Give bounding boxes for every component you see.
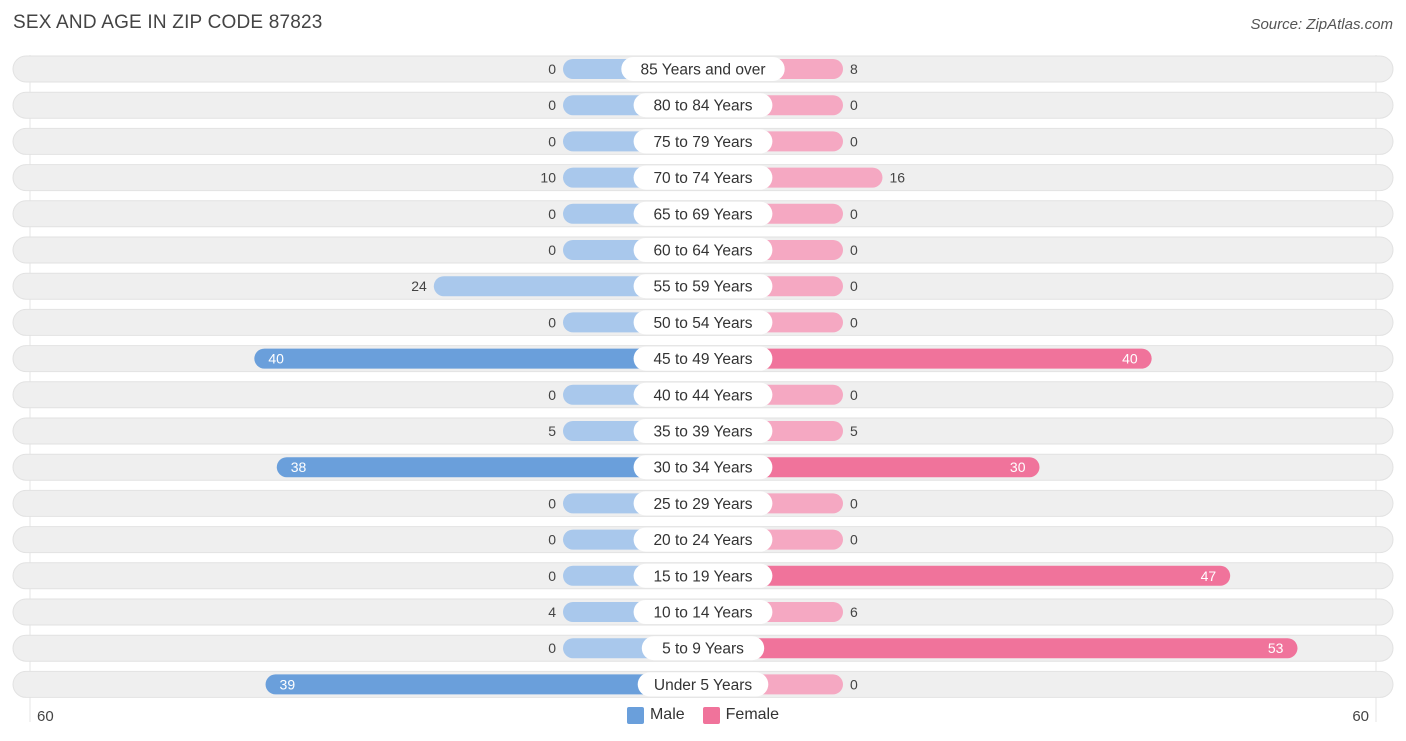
value-label-female: 8 <box>850 61 858 77</box>
value-label-male: 0 <box>548 61 556 77</box>
category-label: 60 to 64 Years <box>653 243 752 260</box>
value-label-male: 0 <box>548 640 556 656</box>
category-label: 45 to 49 Years <box>653 351 752 368</box>
category-pill <box>637 672 769 697</box>
legend-swatch-female <box>702 706 720 724</box>
legend-label-female: Female <box>725 706 780 723</box>
value-label-male: 38 <box>291 459 307 475</box>
value-label-female: 53 <box>1268 640 1284 656</box>
category-label: 35 to 39 Years <box>653 424 752 441</box>
value-label-female: 47 <box>1201 568 1217 584</box>
value-label-female: 0 <box>850 97 858 113</box>
axis-right-max-label: 60 <box>1352 708 1369 725</box>
chart-legend: Male Female <box>0 706 1406 724</box>
value-label-female: 6 <box>850 604 858 620</box>
value-label-female: 0 <box>850 532 858 548</box>
value-label-female: 0 <box>850 133 858 149</box>
category-pill <box>621 57 785 81</box>
category-pill <box>633 600 773 624</box>
bar-male <box>265 674 703 695</box>
category-pill <box>633 346 773 371</box>
value-label-female: 0 <box>850 278 858 294</box>
category-label: 55 to 59 Years <box>653 279 752 296</box>
value-label-male: 0 <box>548 242 556 258</box>
value-label-male: 0 <box>548 206 556 222</box>
value-label-female: 40 <box>1122 351 1138 367</box>
category-label: 30 to 34 Years <box>653 460 752 477</box>
category-pill <box>633 165 773 190</box>
category-pill <box>633 419 773 443</box>
category-pill <box>633 93 773 118</box>
bar-male <box>276 457 703 478</box>
value-label-male: 4 <box>548 604 556 620</box>
category-pill <box>633 238 773 262</box>
category-pill <box>633 527 773 552</box>
category-pill <box>633 455 773 480</box>
category-label: 75 to 79 Years <box>653 134 752 151</box>
value-label-female: 0 <box>850 495 858 511</box>
value-label-male: 5 <box>548 423 556 439</box>
source-note: Source: ZipAtlas.com <box>1250 16 1393 33</box>
category-label: 25 to 29 Years <box>653 496 752 513</box>
legend-item-female[interactable]: Female <box>702 706 780 724</box>
value-label-male: 0 <box>548 387 556 403</box>
category-label: 15 to 19 Years <box>653 568 752 585</box>
legend-swatch-male <box>626 706 644 724</box>
bar-female <box>703 457 1040 478</box>
value-label-male: 40 <box>268 351 284 367</box>
category-label: Under 5 Years <box>654 677 752 694</box>
value-label-male: 39 <box>280 676 296 692</box>
category-pill <box>633 274 773 299</box>
category-label: 50 to 54 Years <box>653 315 752 332</box>
value-label-female: 0 <box>850 206 858 222</box>
category-label: 65 to 69 Years <box>653 206 752 223</box>
legend-label-male: Male <box>649 706 685 723</box>
value-label-female: 30 <box>1010 459 1026 475</box>
category-pill <box>633 491 773 516</box>
category-pill <box>633 563 773 588</box>
value-label-female: 0 <box>850 387 858 403</box>
value-label-female: 0 <box>850 314 858 330</box>
category-pill <box>633 310 773 335</box>
value-label-male: 0 <box>548 532 556 548</box>
bar-female <box>703 348 1152 369</box>
category-label: 20 to 24 Years <box>653 532 752 549</box>
chart-title: SEX AND AGE IN ZIP CODE 87823 <box>13 12 323 33</box>
category-pill <box>641 636 765 661</box>
axis-left-max-label: 60 <box>37 708 54 725</box>
bar-female <box>703 638 1298 659</box>
value-label-male: 24 <box>411 278 427 294</box>
value-label-female: 0 <box>850 676 858 692</box>
category-label: 70 to 74 Years <box>653 170 752 187</box>
category-pill <box>633 382 773 407</box>
category-label: 10 to 14 Years <box>653 605 752 622</box>
legend-item-male[interactable]: Male <box>626 706 685 724</box>
category-label: 5 to 9 Years <box>662 641 744 658</box>
value-label-female: 16 <box>889 170 905 186</box>
category-label: 40 to 44 Years <box>653 387 752 404</box>
bar-female <box>703 565 1231 586</box>
category-label: 80 to 84 Years <box>653 98 752 115</box>
category-label: 85 Years and over <box>641 62 766 79</box>
bar-male <box>254 348 704 369</box>
value-label-male: 0 <box>548 97 556 113</box>
category-pill <box>633 201 773 226</box>
value-label-male: 0 <box>548 133 556 149</box>
value-label-male: 0 <box>548 495 556 511</box>
value-label-male: 10 <box>540 170 556 186</box>
value-label-male: 0 <box>548 568 556 584</box>
value-label-male: 0 <box>548 314 556 330</box>
category-pill <box>633 129 773 154</box>
value-label-female: 5 <box>850 423 858 439</box>
value-label-female: 0 <box>850 242 858 258</box>
